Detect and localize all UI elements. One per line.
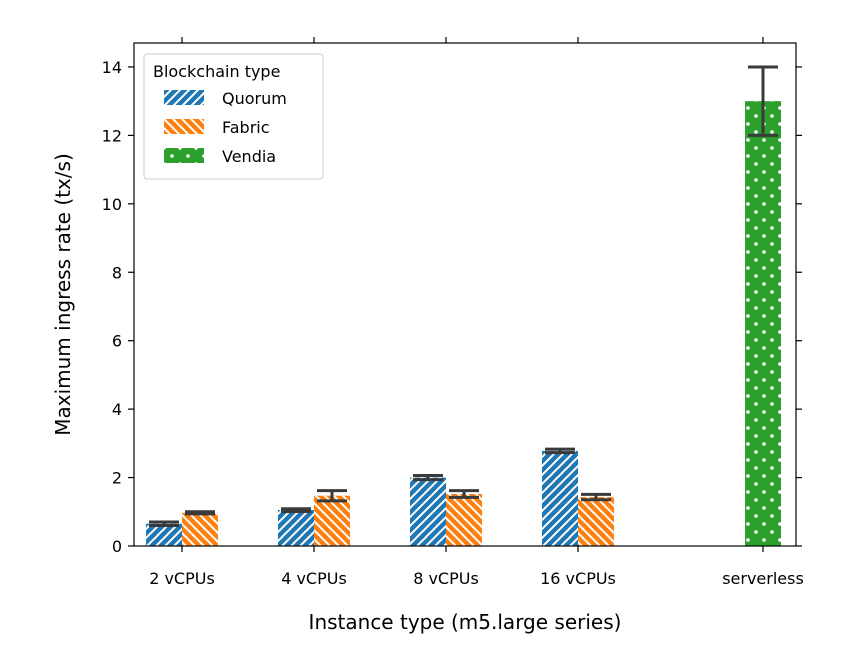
legend-title: Blockchain type [153, 62, 280, 81]
error-bar [185, 510, 215, 516]
x-tick-label: 4 vCPUs [281, 569, 347, 588]
y-tick-label: 10 [102, 195, 122, 214]
legend-label: Fabric [222, 118, 270, 137]
bar-quorum [146, 523, 182, 546]
error-bar [317, 489, 347, 503]
error-bar [413, 474, 443, 482]
bars-layer [146, 101, 781, 546]
y-axis-label: Maximum ingress rate (tx/s) [51, 153, 75, 436]
bar-fabric [182, 512, 218, 546]
y-tick-label: 4 [112, 400, 122, 419]
y-tick-label: 14 [102, 58, 122, 77]
y-tick-label: 0 [112, 537, 122, 556]
x-tick-label: serverless [722, 569, 804, 588]
y-tick-label: 6 [112, 332, 122, 351]
bar-quorum [542, 450, 578, 546]
legend-entry-quorum: Quorum [164, 89, 287, 108]
legend: Blockchain type Quorum Fabric Vendia [143, 53, 324, 180]
ticks-layer: 0 2 4 6 8 10 12 14 2 vCPUs 4 vCPUs 8 vCPUs 16 vCPUs… [102, 37, 804, 588]
bar-quorum [278, 510, 314, 546]
error-bar [545, 447, 575, 455]
legend-box [143, 53, 324, 180]
y-tick-label: 12 [102, 126, 122, 145]
error-bar [449, 489, 479, 499]
x-tick-label: 2 vCPUs [149, 569, 215, 588]
bar-vendia [745, 101, 781, 546]
bar-fabric [446, 493, 482, 546]
legend-label: Vendia [222, 147, 276, 166]
bar-fabric [578, 497, 614, 546]
x-tick-label: 16 vCPUs [540, 569, 616, 588]
error-bars-layer [149, 65, 778, 527]
error-bar [281, 507, 311, 513]
plot-frame [133, 42, 797, 547]
error-bar [748, 65, 778, 137]
x-axis-label: Instance type (m5.large series) [309, 610, 622, 634]
x-tick-label: 8 vCPUs [413, 569, 479, 588]
bar-fabric [314, 495, 350, 546]
y-tick-label: 8 [112, 263, 122, 282]
bar-quorum [410, 477, 446, 546]
y-tick-label: 2 [112, 469, 122, 488]
legend-entry-fabric: Fabric [164, 118, 270, 137]
legend-label: Quorum [222, 89, 287, 108]
error-bar [581, 492, 611, 502]
error-bar [149, 520, 179, 527]
legend-entry-vendia: Vendia [164, 147, 276, 166]
